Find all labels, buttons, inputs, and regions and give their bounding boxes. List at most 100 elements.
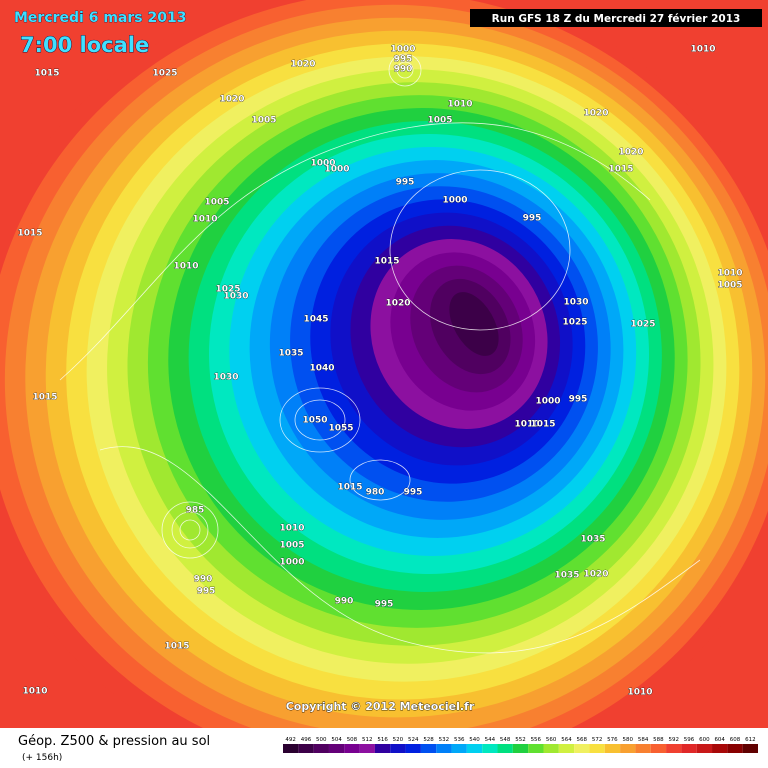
legend-swatch: [451, 744, 467, 753]
legend-swatch: [528, 744, 544, 753]
isobar-label: 1005: [717, 281, 742, 291]
time: 7:00 locale: [20, 33, 149, 57]
legend-value: 504: [331, 737, 342, 743]
legend-swatch: [390, 744, 406, 753]
isobar-label: 1035: [278, 349, 303, 359]
legend-swatch: [696, 744, 713, 753]
color-legend: 492 496 500 504 508 512 516 520 524 528 532 536 540 5…: [283, 737, 758, 753]
run-box: [470, 9, 762, 27]
legend-swatch: [405, 744, 421, 753]
legend-swatch: [313, 744, 329, 753]
isobar-label: 1000: [390, 45, 415, 55]
legend-value: 564: [561, 737, 572, 743]
isobar-label: 1000: [442, 196, 467, 206]
isobar-label: 1000: [279, 558, 304, 568]
legend-swatch: [482, 744, 498, 753]
legend-value: 600: [699, 737, 710, 743]
isobar-label: 995: [404, 488, 423, 498]
isobar-label: 1005: [204, 198, 229, 208]
legend-value: 536: [454, 737, 465, 743]
isobar-label: 1015: [17, 229, 42, 239]
isobar-label: 1000: [310, 159, 335, 169]
isobar-label: 1010: [192, 215, 217, 225]
legend-swatch: [589, 744, 605, 753]
lead-time: (+ 156h): [22, 753, 62, 763]
legend-swatch: [497, 744, 513, 753]
legend-swatch: [298, 744, 314, 753]
field-band: [449, 292, 499, 356]
isobar-label: 1015: [608, 165, 633, 175]
isobar-label: 1000: [324, 165, 349, 175]
legend-value: 520: [393, 737, 404, 743]
legend-swatch: [650, 744, 667, 753]
legend-value: 604: [714, 737, 725, 743]
legend-value: 612: [745, 737, 756, 743]
isobar-label: 1030: [223, 292, 248, 302]
isobar-label: 1015: [32, 393, 57, 403]
legend-value: 596: [684, 737, 695, 743]
isobar-label: 1010: [627, 688, 652, 698]
legend-value: 580: [623, 737, 634, 743]
legend-value: 492: [285, 737, 296, 743]
legend-swatch: [635, 744, 651, 753]
legend-swatch: [574, 744, 590, 753]
legend-value: 512: [362, 737, 373, 743]
isobar-label: 1045: [303, 315, 328, 325]
isobar-label: 990: [335, 597, 354, 607]
legend-value: 556: [531, 737, 542, 743]
isobar-label: 1030: [563, 298, 588, 308]
legend-value: 552: [515, 737, 526, 743]
legend-swatch: [436, 744, 452, 753]
legend-swatch: [420, 744, 437, 753]
isobar-label: 1010: [514, 420, 539, 430]
legend-swatch: [558, 744, 575, 753]
legend-swatch: [712, 744, 728, 753]
legend-swatch: [283, 744, 299, 753]
isobar-label: 1010: [717, 269, 742, 279]
legend-value: 584: [638, 737, 649, 743]
legend-swatch: [666, 744, 682, 753]
legend-swatch: [374, 744, 391, 753]
isobar-label: 995: [523, 214, 542, 224]
legend-value: 560: [546, 737, 557, 743]
legend-swatch: [359, 744, 375, 753]
isobar-label: 1020: [583, 570, 608, 580]
isobar-label: 1000: [535, 397, 560, 407]
legend-swatch: [742, 744, 758, 753]
legend-swatch: [727, 744, 743, 753]
legend-value: 588: [653, 737, 664, 743]
isobar-label: 1010: [173, 262, 198, 272]
isobar-label: 1035: [554, 571, 579, 581]
isobar-label: 1010: [279, 524, 304, 534]
isobar-label: 1055: [328, 424, 353, 434]
isobars: [59, 53, 701, 654]
legend-swatch: [512, 744, 529, 753]
isobar-label: 1015: [374, 257, 399, 267]
legend-value: 532: [439, 737, 450, 743]
isobar-label: 990: [194, 575, 213, 585]
legend-value: 608: [730, 737, 741, 743]
legend-value: 516: [377, 737, 388, 743]
isobar-label: 1025: [562, 318, 587, 328]
isobar-label: 995: [197, 587, 216, 597]
legend-value: 500: [316, 737, 327, 743]
legend-value: 576: [607, 737, 618, 743]
isobar-label: 1005: [427, 116, 452, 126]
copyright: Copyright © 2012 Meteociel.fr: [286, 700, 475, 713]
isobar-label: 1015: [530, 420, 555, 430]
isobar-label: 1020: [618, 148, 643, 158]
legend-value: 540: [469, 737, 480, 743]
legend-value: 568: [577, 737, 588, 743]
legend-value: 592: [668, 737, 679, 743]
isobar-label: 1010: [690, 45, 715, 55]
isobar-label: 980: [366, 488, 385, 498]
legend-swatch: [543, 744, 559, 753]
isobar-label: 990: [394, 65, 413, 75]
isobar-label: 1010: [447, 100, 472, 110]
isobar-label: 1025: [152, 69, 177, 79]
run: Run GFS 18 Z du Mercredi 27 février 2013: [492, 13, 741, 25]
legend-value: 548: [500, 737, 511, 743]
isobar-label: 1015: [337, 483, 362, 493]
legend-value: 528: [423, 737, 434, 743]
